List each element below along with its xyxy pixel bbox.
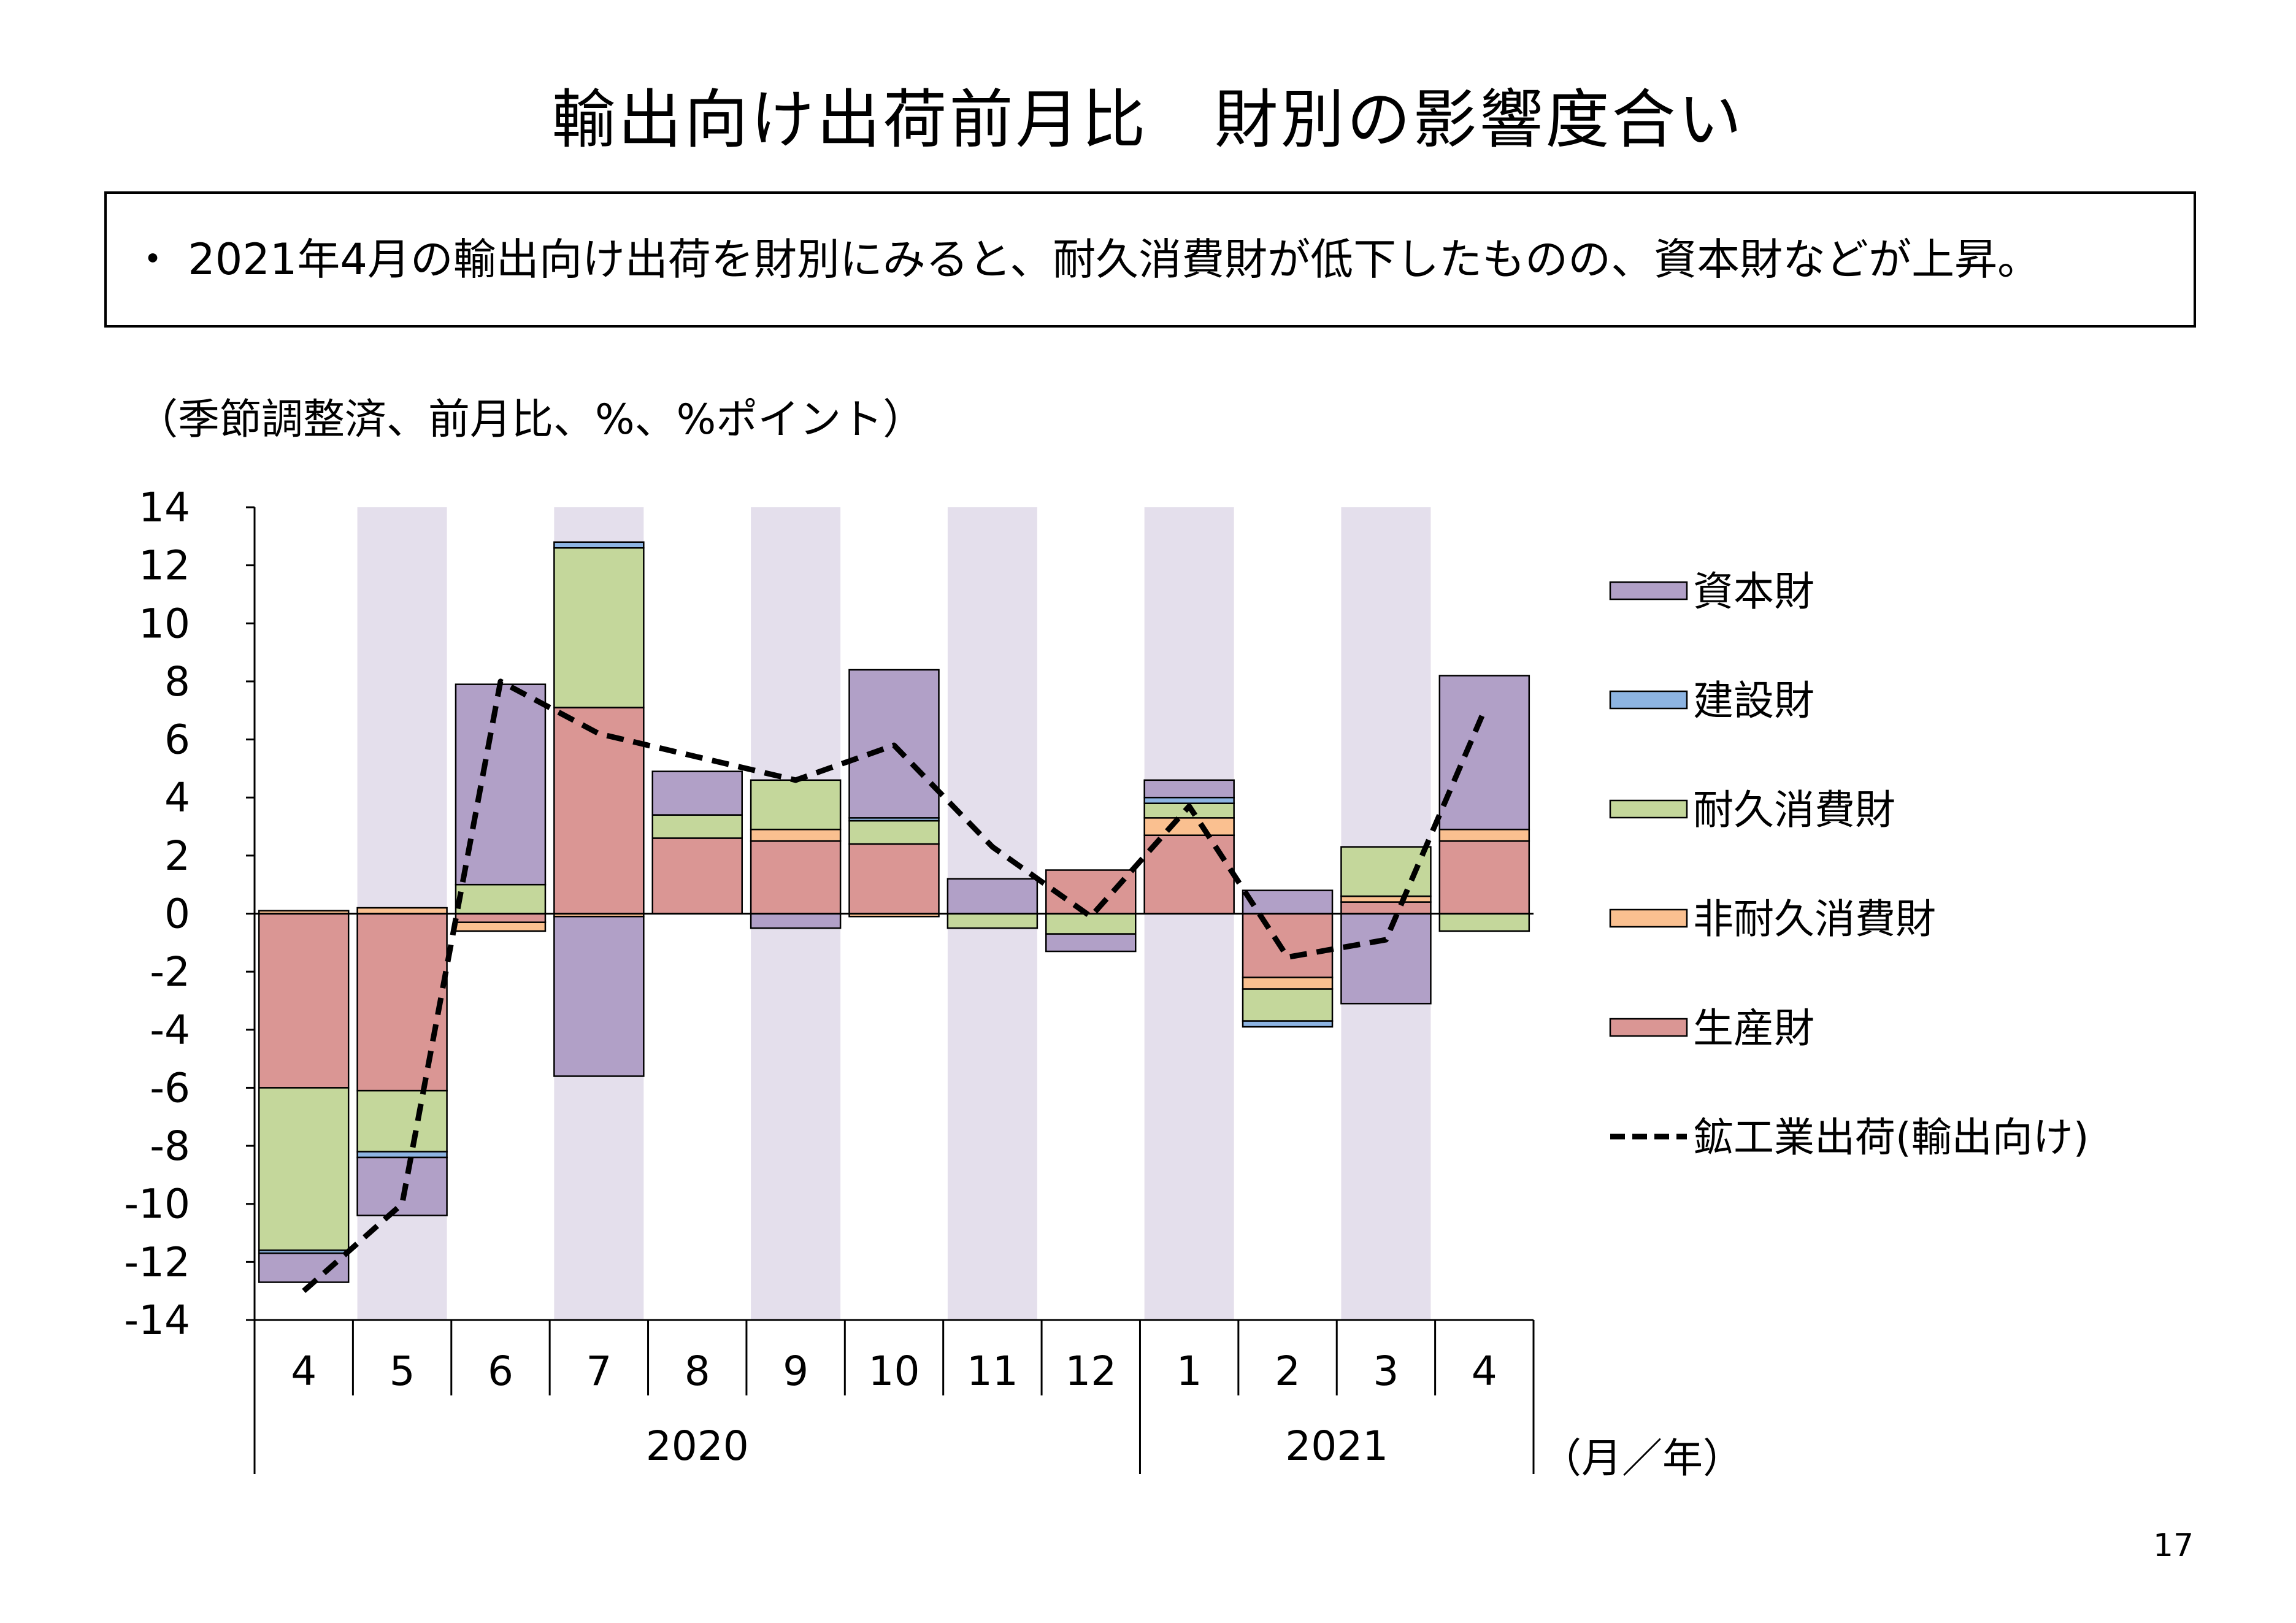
bar-nondurable (1143, 817, 1235, 836)
x-tick-label: 8 (685, 1348, 710, 1395)
bar-capital (258, 1252, 350, 1283)
y-tick-label: -14 (124, 1297, 190, 1344)
x-tick-label: 4 (1472, 1348, 1497, 1395)
y-tick-label: -6 (150, 1064, 190, 1111)
bar-producer (1143, 834, 1235, 915)
bar-producer (455, 913, 547, 923)
bar-nondurable (1340, 895, 1432, 903)
x-tick-label: 5 (390, 1348, 415, 1395)
bar-durable (1242, 988, 1334, 1022)
legend-label: 非耐久消費財 (1693, 896, 1936, 943)
bar-nondurable (1242, 976, 1334, 990)
bar-nondurable (455, 921, 547, 932)
bar-capital (1045, 933, 1137, 953)
bar-capital (356, 1156, 448, 1216)
bar-capital (553, 915, 645, 1077)
year-label: 2021 (1285, 1422, 1388, 1470)
bar-durable (455, 883, 547, 915)
bar-capital (651, 770, 743, 816)
bar-capital (455, 683, 547, 886)
line-layer (302, 678, 1487, 1294)
y-tick-label: 8 (164, 658, 190, 705)
legend-label: 生産財 (1693, 1005, 1814, 1052)
bar-producer (1340, 901, 1432, 915)
bar-durable (258, 1087, 350, 1251)
y-tick-label: 4 (164, 774, 190, 821)
bar-layer (258, 541, 1530, 1283)
legend-label: 耐久消費財 (1693, 786, 1895, 834)
bar-producer (1045, 869, 1137, 915)
y-tick-label: -10 (124, 1181, 190, 1228)
bar-capital (848, 669, 940, 819)
bar-durable (750, 779, 842, 831)
x-unit-label: （月／年） (1541, 1435, 1743, 1482)
legend-swatch-construction (1609, 690, 1688, 710)
y-tick-label: 12 (139, 542, 190, 589)
bar-capital (946, 878, 1039, 915)
bar-construction (356, 1151, 448, 1159)
bar-capital (1242, 889, 1334, 915)
bar-producer (258, 913, 350, 1089)
bar-producer (553, 707, 645, 915)
y-tick-label: 10 (139, 600, 190, 647)
y-tick-label: -12 (124, 1238, 190, 1286)
bar-producer (1242, 913, 1334, 978)
x-tick-label: 9 (783, 1348, 808, 1395)
legend-swatch-producer (1609, 1018, 1688, 1037)
bar-durable (356, 1089, 448, 1153)
y-tick-label: 6 (164, 716, 190, 764)
y-tick-label: -2 (150, 948, 190, 996)
x-tick-label: 7 (586, 1348, 612, 1395)
bar-nondurable (750, 829, 842, 842)
x-tick-label: 6 (488, 1348, 513, 1395)
bar-capital (1438, 675, 1530, 831)
x-tick-label: 12 (1065, 1348, 1116, 1395)
y-tick-label: 0 (164, 891, 190, 938)
y-tick-label: 14 (139, 484, 190, 531)
bar-capital (1143, 779, 1235, 799)
x-tick-label: 1 (1177, 1348, 1202, 1395)
bar-producer (1438, 840, 1530, 915)
page-title: 輸出向け出荷前月比 財別の影響度合い (551, 82, 1745, 157)
x-tick-label: 11 (967, 1348, 1018, 1395)
bar-durable (651, 814, 743, 839)
bar-durable (848, 819, 940, 845)
bar-capital (750, 913, 842, 929)
x-tick-label: 3 (1373, 1348, 1399, 1395)
legend-swatch-capital (1609, 581, 1688, 600)
x-tick-label: 4 (291, 1348, 317, 1395)
summary-box: ・ 2021年4月の輸出向け出荷を財別にみると、耐久消費財が低下したものの、資本… (104, 191, 2196, 328)
bar-durable (946, 913, 1039, 929)
legend-label: 建設財 (1693, 677, 1814, 724)
year-label: 2020 (646, 1422, 749, 1470)
bar-producer (651, 837, 743, 915)
x-tick-label: 10 (869, 1348, 920, 1395)
page-number: 17 (2153, 1527, 2194, 1564)
bar-construction (553, 541, 645, 549)
bar-construction (1242, 1020, 1334, 1028)
unit-note: （季節調整済、前月比、%、%ポイント） (136, 396, 925, 444)
bar-durable (1438, 913, 1530, 932)
bar-construction (1143, 796, 1235, 804)
x-tick-label: 2 (1275, 1348, 1300, 1395)
summary-text: ・ 2021年4月の輸出向け出荷を財別にみると、耐久消費財が低下したものの、資本… (131, 234, 2041, 285)
legend-swatch-nondurable (1609, 908, 1688, 928)
bar-producer (356, 913, 448, 1092)
bar-durable (553, 547, 645, 708)
bar-producer (848, 843, 940, 915)
line-series (302, 678, 1487, 1294)
legend-swatch-durable (1609, 799, 1688, 819)
bar-producer (750, 840, 842, 915)
bar-capital (1340, 913, 1432, 1005)
legend-label: 鉱工業出荷(輸出向け) (1693, 1114, 2089, 1161)
bar-durable (1045, 913, 1137, 935)
bar-nondurable (1438, 829, 1530, 842)
legend-label: 資本財 (1693, 568, 1814, 615)
y-tick-label: 2 (164, 832, 190, 880)
y-tick-label: -4 (150, 1007, 190, 1054)
y-tick-label: -8 (150, 1122, 190, 1170)
